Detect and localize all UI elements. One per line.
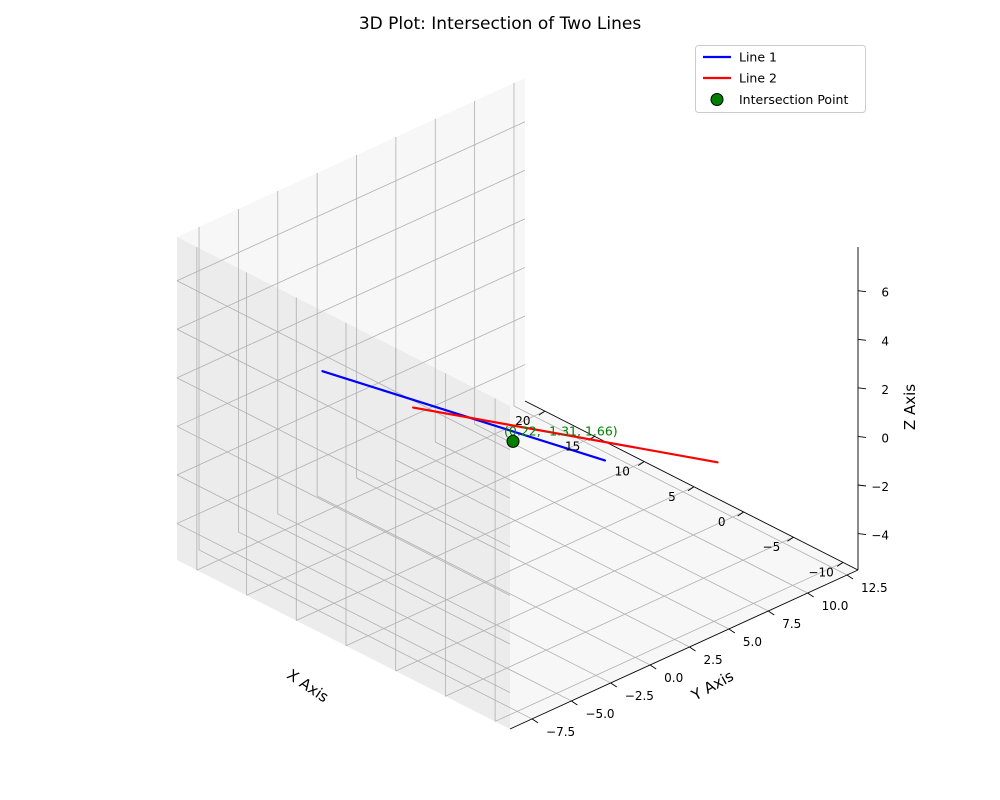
- axis-edges: [509, 247, 859, 730]
- axis-panes: [177, 78, 858, 729]
- intersection-annotation: (0.22, -1.31, 1.66): [504, 423, 618, 438]
- y-axis-label: Y Axis: [688, 667, 737, 705]
- back-right-pane: [177, 237, 510, 729]
- z-tick: [857, 387, 867, 390]
- y-tick-label: 7.5: [782, 617, 801, 631]
- plot-series: [321, 370, 719, 464]
- legend-box: [695, 45, 866, 113]
- legend-point-label: Intersection Point: [739, 92, 848, 107]
- grid-line: [345, 486, 695, 647]
- y-tick-label: 2.5: [704, 653, 723, 667]
- x-tick-label: 5: [668, 490, 676, 504]
- grid-line: [176, 426, 511, 596]
- y-tick: [571, 700, 578, 706]
- tick-marks: [531, 290, 867, 724]
- y-tick: [610, 682, 618, 688]
- z-tick: [857, 484, 867, 487]
- z-tick: [857, 290, 867, 293]
- x-tick-label: 20: [515, 414, 530, 428]
- y-tick-label: 0.0: [664, 671, 683, 685]
- legend: Line 1 Line 2 Intersection Point: [695, 45, 866, 113]
- grid-line: [474, 423, 808, 594]
- grid-line: [176, 377, 511, 548]
- grid-line: [494, 562, 844, 722]
- z-tick-label: 4: [881, 334, 889, 348]
- x-tick-label: 10: [615, 465, 630, 479]
- grid-line: [176, 267, 526, 427]
- grid-line: [395, 459, 730, 630]
- grid-line: [356, 477, 690, 648]
- grid-line: [176, 474, 511, 645]
- x-axis-label: X Axis: [284, 665, 332, 706]
- z-tick: [857, 338, 867, 341]
- grid-line: [176, 315, 526, 476]
- z-tick-label: 2: [881, 383, 889, 397]
- y-tick: [531, 718, 539, 724]
- chart-title: 3D Plot: Intersection of Two Lines: [359, 14, 642, 34]
- legend-line1-label: Line 1: [739, 50, 777, 65]
- grid-line: [277, 513, 611, 684]
- intersection-point: [506, 434, 520, 448]
- y-axis-line: [509, 569, 859, 730]
- y-tick-label: −7.5: [546, 725, 575, 739]
- z-tick-label: 0: [881, 431, 889, 445]
- x-tick: [787, 536, 794, 542]
- grid-line: [238, 531, 572, 702]
- grid-line: [176, 169, 526, 330]
- x-tick-label: 0: [718, 515, 726, 529]
- y-tick-label: 5.0: [743, 635, 762, 649]
- grid-line: [316, 495, 651, 666]
- y-tick-label: 10.0: [822, 599, 849, 613]
- z-tick: [857, 435, 867, 438]
- grid-line: [176, 364, 526, 524]
- x-tick-label: −10: [808, 565, 833, 579]
- grid-line: [395, 511, 744, 672]
- grid-line: [176, 280, 511, 451]
- grid-line: [176, 218, 526, 379]
- legend-line2-label: Line 2: [739, 71, 777, 86]
- y-tick: [728, 628, 736, 634]
- y-tick-label: −5.0: [585, 707, 614, 721]
- y-tick: [846, 574, 854, 580]
- grid-line: [445, 536, 794, 697]
- z-axis-label: Z Axis: [901, 384, 919, 430]
- y-tick-label: 12.5: [861, 581, 888, 595]
- z-tick-label: −2: [871, 480, 889, 494]
- z-tick: [857, 533, 867, 536]
- z-tick-label: 6: [881, 286, 889, 300]
- y-tick: [767, 610, 775, 616]
- x-tick-label: 15: [565, 439, 580, 453]
- x-axis-line: [524, 400, 859, 571]
- x-tick: [737, 511, 744, 517]
- x-tick: [638, 461, 645, 466]
- legend-point-swatch: [710, 93, 724, 106]
- grid-line: [296, 461, 645, 621]
- grid-line: [198, 549, 533, 720]
- x-tick-label: −5: [763, 540, 781, 554]
- z-tick-label: −4: [871, 529, 889, 543]
- grid-line: [246, 435, 595, 596]
- y-tick: [807, 592, 814, 598]
- grid-line: [513, 405, 848, 576]
- grid-line: [176, 328, 511, 499]
- x-tick: [687, 486, 695, 492]
- x-tick: [538, 410, 546, 416]
- grid-line: [176, 121, 526, 282]
- y-tick: [649, 664, 657, 670]
- y-tick: [689, 646, 696, 652]
- x-tick: [836, 562, 844, 567]
- series-line-2: [412, 406, 719, 464]
- grid-lines: [176, 83, 848, 722]
- grid-line: [435, 441, 769, 612]
- y-tick-label: −2.5: [625, 689, 654, 703]
- grid-line: [176, 523, 511, 693]
